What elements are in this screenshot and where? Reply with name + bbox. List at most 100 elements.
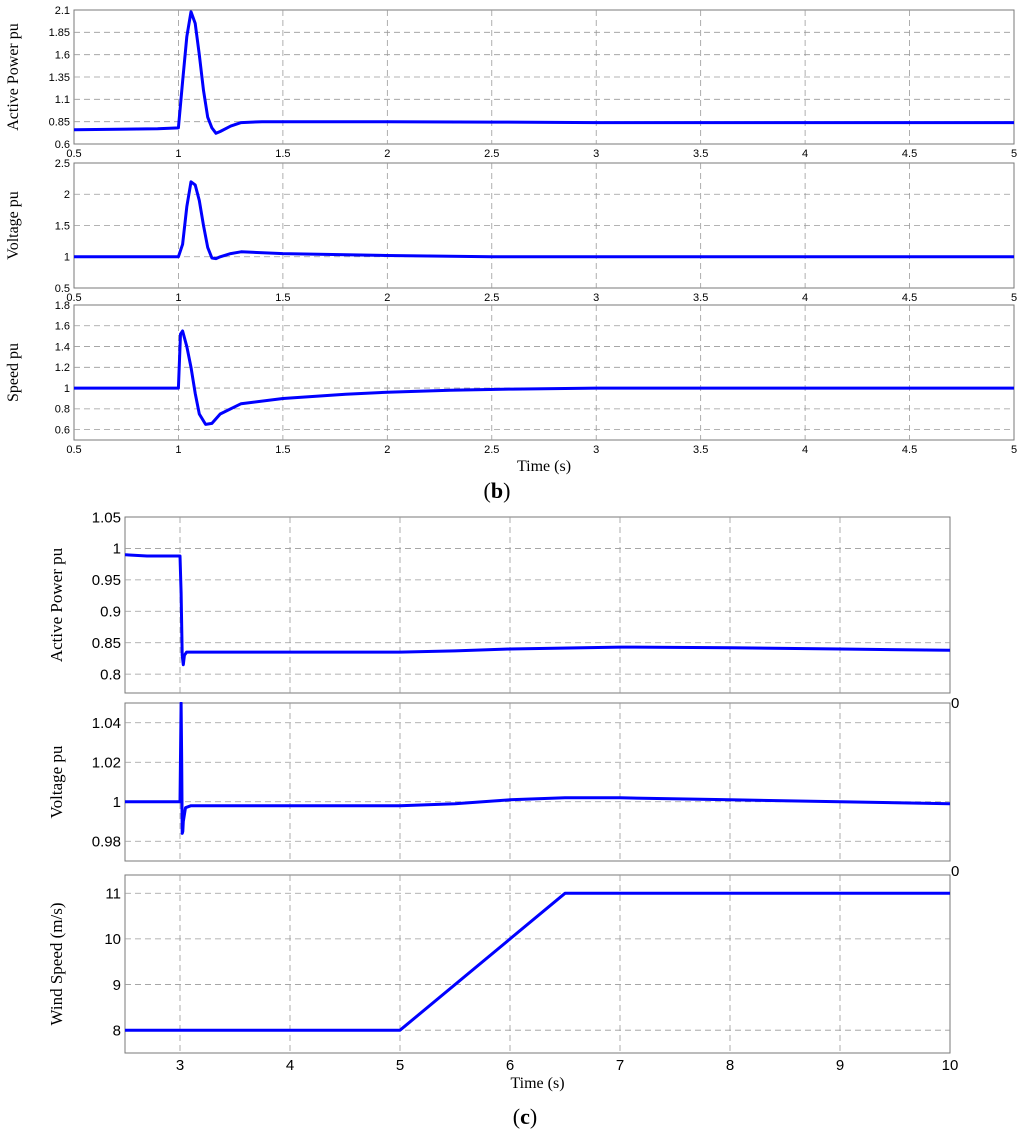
series-line-1 <box>74 10 1014 135</box>
x-tick-label: 3.5 <box>693 292 708 304</box>
series-line-1 <box>74 329 1014 426</box>
x-tick-label: 4 <box>286 1057 294 1074</box>
x-tick-label: 0.5 <box>66 444 81 456</box>
y-tick-label: 1.1 <box>55 94 70 106</box>
y-tick-label: 1.04 <box>92 715 121 732</box>
y-tick-label: 0.85 <box>49 117 70 129</box>
chart-c-6: 8 9 10 11 3 4 5 6 7 8 9 10 Wind Speed (m/s) Time (s) <box>47 874 959 1092</box>
y-tick-label: 1.05 <box>92 509 121 526</box>
x-axis-label: Time (s) <box>510 1075 564 1092</box>
y-tick-label: 0.9 <box>100 604 121 621</box>
y-axis-label: Voltage pu <box>47 745 66 818</box>
x-tick-label: 4 <box>802 292 808 304</box>
y-tick-label: 1 <box>113 541 121 558</box>
plot-frame <box>73 304 1015 441</box>
x-tick-label: 1.5 <box>275 292 290 304</box>
y-tick-label: 11 <box>105 886 121 903</box>
x-tick-label: 4.5 <box>902 148 917 160</box>
plot-frame <box>124 702 951 862</box>
x-tick-label: 2 <box>384 148 390 160</box>
x-tick-label: 10 <box>942 1057 959 1074</box>
y-tick-label: 8 <box>113 1022 121 1039</box>
y-tick-label: 1 <box>64 252 70 264</box>
x-tick-label: 4 <box>802 148 808 160</box>
chart-b-1: 0.6 0.85 1.1 1.35 1.6 1.85 2.1 0.5 1 1.5 2 2.5 3 3.5 4… <box>5 5 1017 160</box>
y-tick-label: 1.6 <box>55 321 70 333</box>
y-tick-label: 0.85 <box>92 635 121 652</box>
x-tick-label: 9 <box>836 1057 844 1074</box>
y-tick-label: 2.1 <box>55 5 70 17</box>
series-line-1 <box>125 702 950 835</box>
y-tick-label: 1.4 <box>55 341 70 353</box>
y-tick-label: 0.8 <box>100 666 121 683</box>
y-tick-label: 1.85 <box>49 27 70 39</box>
chart-c-5: 0.98 1 1.02 1.04 0 Voltage pu <box>47 702 959 880</box>
x-tick-label: 5 <box>1011 444 1017 456</box>
x-tick-label: 7 <box>616 1057 624 1074</box>
corner-tick-label: 0 <box>951 863 959 880</box>
y-tick-label: 1.02 <box>92 755 121 772</box>
x-tick-label: 2.5 <box>484 444 499 456</box>
x-tick-label: 6 <box>506 1057 514 1074</box>
series-line-1 <box>125 553 950 667</box>
group-b-label: (b) <box>484 478 511 503</box>
x-tick-label: 8 <box>726 1057 734 1074</box>
y-tick-label: 10 <box>104 931 121 948</box>
x-tick-label: 1 <box>175 444 181 456</box>
x-tick-label: 1.5 <box>275 148 290 160</box>
plot-frame <box>124 874 951 1054</box>
y-tick-label: 2 <box>64 189 70 201</box>
y-tick-label: 1.2 <box>55 362 70 374</box>
x-tick-label: 3 <box>593 292 599 304</box>
x-tick-label: 0.5 <box>66 148 81 160</box>
y-tick-label: 0.5 <box>55 283 70 295</box>
x-tick-label: 1 <box>175 148 181 160</box>
x-tick-label: 5 <box>1011 292 1017 304</box>
y-axis-label: Active Power pu <box>5 23 22 131</box>
y-tick-label: 1 <box>64 383 70 395</box>
chart-b-2: 0.5 1 1.5 2 2.5 0.5 1 1.5 2 2.5 3 3.5 4 4.5 5 Voltage p… <box>5 158 1017 304</box>
series-line-1 <box>125 891 950 1032</box>
y-axis-label: Voltage pu <box>5 191 22 260</box>
y-tick-label: 1.8 <box>55 300 70 312</box>
x-tick-label: 4.5 <box>902 292 917 304</box>
x-tick-label: 2 <box>384 444 390 456</box>
y-tick-label: 1 <box>113 794 121 811</box>
y-tick-label: 0.95 <box>92 572 121 589</box>
x-tick-label: 3 <box>593 148 599 160</box>
y-axis-label: Active Power pu <box>47 547 66 662</box>
y-tick-label: 0.98 <box>92 834 121 851</box>
y-axis-label: Wind Speed (m/s) <box>47 902 66 1025</box>
y-tick-label: 0.8 <box>55 404 70 416</box>
y-tick-label: 0.6 <box>55 139 70 151</box>
x-tick-label: 3.5 <box>693 444 708 456</box>
y-tick-label: 9 <box>113 977 121 994</box>
x-tick-label: 3 <box>176 1057 184 1074</box>
y-tick-label: 1.35 <box>49 72 70 84</box>
x-tick-label: 3.5 <box>693 148 708 160</box>
x-tick-label: 5 <box>396 1057 404 1074</box>
x-tick-label: 0.5 <box>66 292 81 304</box>
x-tick-label: 1.5 <box>275 444 290 456</box>
y-axis-label: Speed pu <box>5 343 22 402</box>
x-tick-label: 1 <box>175 292 181 304</box>
x-axis-label: Time (s) <box>517 458 571 475</box>
x-tick-label: 4.5 <box>902 444 917 456</box>
y-tick-label: 2.5 <box>55 158 70 170</box>
y-tick-label: 1.5 <box>55 220 70 232</box>
corner-tick-label: 0 <box>951 695 959 712</box>
chart-c-4: 0.8 0.85 0.9 0.95 1 1.05 0 Active Power pu <box>47 509 959 712</box>
chart-b-3: 0.6 0.8 1 1.2 1.4 1.6 1.8 0.5 1 1.5 2 2.5 3 3.5 4 4.5 5 S… <box>5 300 1017 475</box>
series-line-1 <box>74 180 1014 261</box>
plot-frame <box>124 516 951 694</box>
x-tick-label: 2 <box>384 292 390 304</box>
y-tick-label: 1.6 <box>55 50 70 62</box>
x-tick-label: 3 <box>593 444 599 456</box>
x-tick-label: 2.5 <box>484 292 499 304</box>
x-tick-label: 5 <box>1011 148 1017 160</box>
y-tick-label: 0.6 <box>55 424 70 436</box>
x-tick-label: 2.5 <box>484 148 499 160</box>
x-tick-label: 4 <box>802 444 808 456</box>
